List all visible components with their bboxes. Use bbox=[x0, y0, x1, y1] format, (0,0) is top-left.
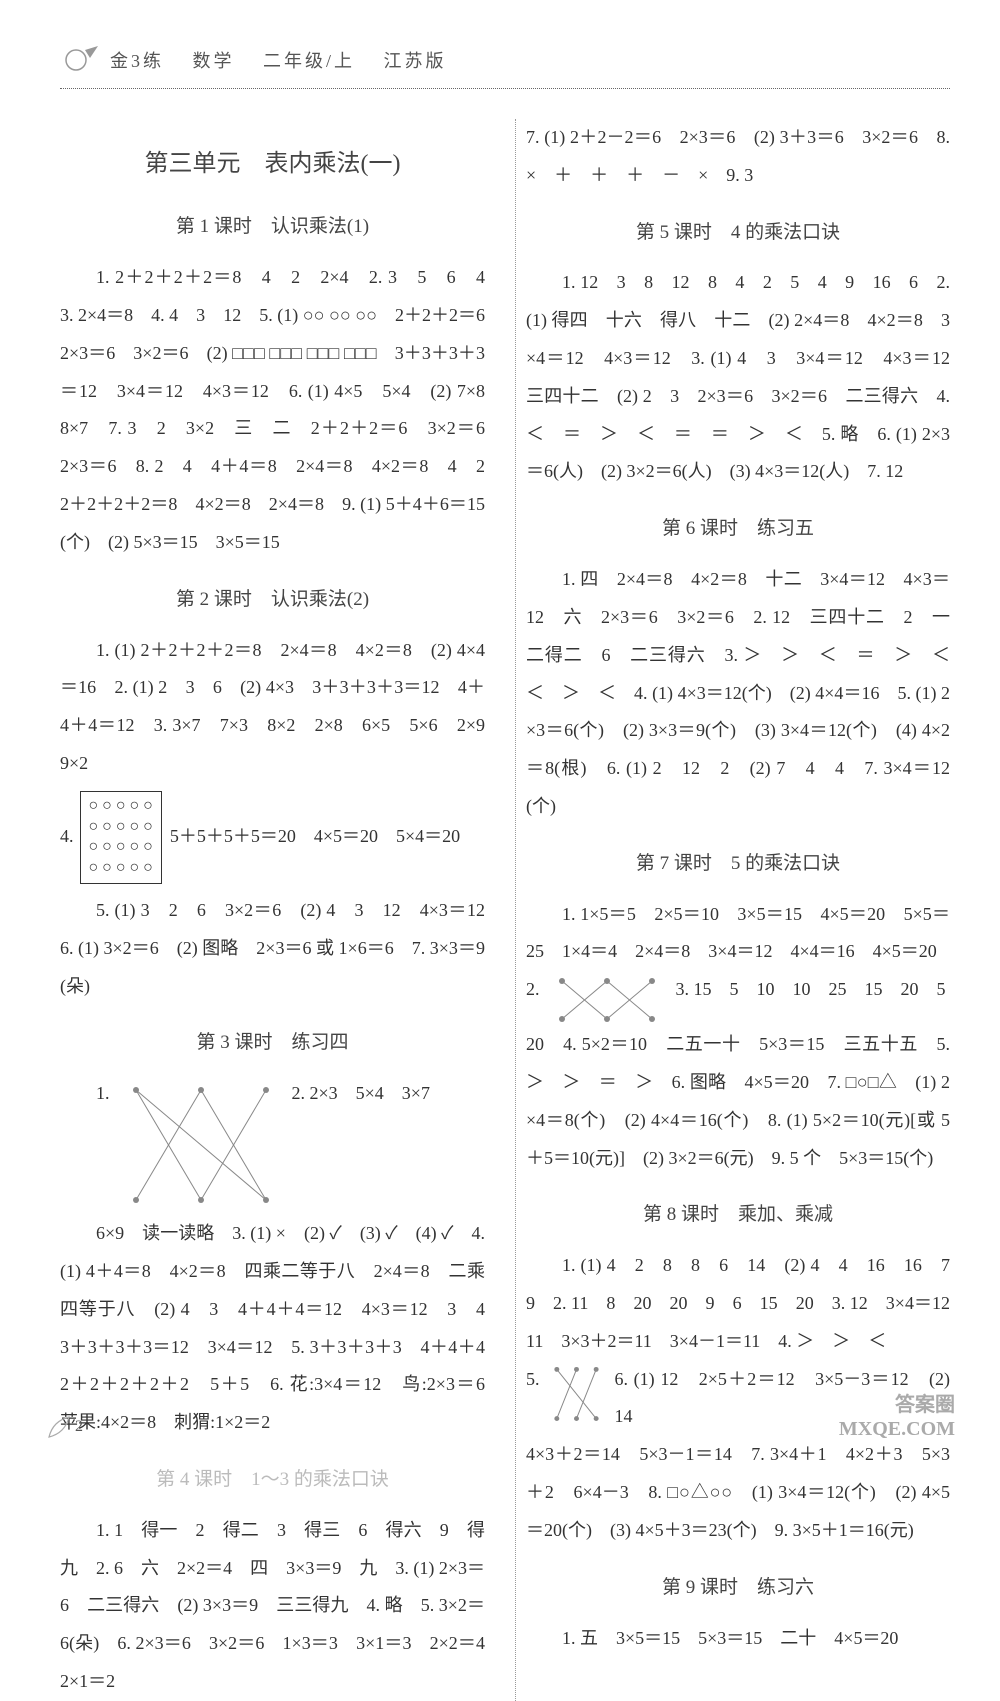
lesson2-pre: 1. (1) 2＋2＋2＋2＝8 2×4＝8 4×2＝8 (2) 4×4＝16 … bbox=[60, 632, 485, 783]
q4-label: 4. bbox=[60, 818, 74, 856]
header-logo-icon bbox=[60, 40, 100, 80]
lesson3-title: 第 3 课时 练习四 bbox=[60, 1023, 485, 1063]
lesson8-post: 4×3＋2＝14 5×3－1＝14 7. 3×4＋1 4×2＋3 5×3＋2 6… bbox=[526, 1436, 950, 1549]
leaf-icon bbox=[45, 1413, 73, 1441]
header-series: 金3练 bbox=[110, 51, 164, 71]
watermark: 答案圈 MXQE.COM bbox=[839, 1393, 955, 1441]
lesson2-post: 5. (1) 3 2 6 3×2＝6 (2) 4 3 12 4×3＝12 6. … bbox=[60, 892, 485, 1005]
unit-title: 第三单元 表内乘法(一) bbox=[60, 139, 485, 189]
lesson6-body: 1. 四 2×4＝8 4×2＝8 十二 3×4＝12 4×3＝12 六 2×3＝… bbox=[526, 561, 950, 826]
right-cont: 7. (1) 2＋2－2＝6 2×3＝6 (2) 3＋3＝6 3×2＝6 8. … bbox=[526, 119, 950, 195]
header-subject: 数学 bbox=[193, 51, 235, 71]
header-edition: 江苏版 bbox=[384, 51, 447, 71]
cross-match2-icon bbox=[547, 1361, 606, 1426]
lesson1-title: 第 1 课时 认识乘法(1) bbox=[60, 207, 485, 247]
lesson4-body: 1. 1 得一 2 得二 3 得三 6 得六 9 得九 2. 6 六 2×2＝4… bbox=[60, 1512, 485, 1701]
page-number: 2 bbox=[75, 1418, 83, 1436]
circles-grid-icon: ○ ○ ○ ○ ○○ ○ ○ ○ ○○ ○ ○ ○ ○○ ○ ○ ○ ○ bbox=[80, 791, 162, 884]
lesson5-title: 第 5 课时 4 的乘法口诀 bbox=[526, 213, 950, 253]
lesson2-title: 第 2 课时 认识乘法(2) bbox=[60, 580, 485, 620]
lesson7-q3-label: 3. 15 5 10 10 25 15 20 5 bbox=[675, 971, 945, 1009]
lesson7-q2-label: 2. bbox=[526, 971, 540, 1009]
lesson3-q1-label: 1. bbox=[60, 1075, 110, 1113]
lesson8-pre: 1. (1) 4 2 8 8 6 14 (2) 4 4 16 16 7 9 2.… bbox=[526, 1247, 950, 1360]
lesson7-title: 第 7 课时 5 的乘法口诀 bbox=[526, 844, 950, 884]
lesson8-title: 第 8 课时 乘加、乘减 bbox=[526, 1195, 950, 1235]
page-header: 金3练 数学 二年级/上 江苏版 bbox=[60, 40, 950, 89]
lesson9-body: 1. 五 3×5＝15 5×3＝15 二十 4×5＝20 bbox=[526, 1620, 950, 1658]
lesson8-q5-label: 5. bbox=[526, 1361, 540, 1399]
watermark-top: 答案圈 bbox=[839, 1393, 955, 1417]
cross-match-icon bbox=[547, 971, 667, 1026]
lesson7-post: 20 4. 5×2＝10 二五一十 5×3＝15 三五十五 5. ＞ ＞ ＝ ＞… bbox=[526, 1026, 950, 1177]
lesson7-q2-row: 2. 3. 15 5 10 10 25 15 20 5 bbox=[526, 971, 950, 1026]
lesson7-pre: 1. 1×5＝5 2×5＝10 3×5＝15 4×5＝20 5×5＝25 1×4… bbox=[526, 896, 950, 972]
lesson2-q4: 4. ○ ○ ○ ○ ○○ ○ ○ ○ ○○ ○ ○ ○ ○○ ○ ○ ○ ○ … bbox=[60, 791, 485, 884]
lesson1-body: 1. 2＋2＋2＋2＝8 4 2 2×4 2. 3 5 6 4 3. 2×4＝8… bbox=[60, 259, 485, 561]
lesson3-post: 6×9 读一读略 3. (1) × (2) ✓ (3) ✓ (4) ✓ 4. (… bbox=[60, 1215, 485, 1442]
page-body: 第三单元 表内乘法(一) 第 1 课时 认识乘法(1) 1. 2＋2＋2＋2＝8… bbox=[60, 119, 950, 1701]
matching-diagram-icon bbox=[116, 1075, 286, 1215]
lesson4-title: 第 4 课时 1～3 的乘法口诀 bbox=[60, 1460, 485, 1500]
lesson3-q2-label: 2. 2×3 5×4 3×7 bbox=[292, 1075, 430, 1113]
q4-right: 5＋5＋5＋5＝20 4×5＝20 5×4＝20 bbox=[170, 818, 460, 856]
right-column: 7. (1) 2＋2－2＝6 2×3＝6 (2) 3＋3＝6 3×2＝6 8. … bbox=[515, 119, 950, 1701]
left-column: 第三单元 表内乘法(一) 第 1 课时 认识乘法(1) 1. 2＋2＋2＋2＝8… bbox=[60, 119, 495, 1701]
lesson5-body: 1. 12 3 8 12 8 4 2 5 4 9 16 6 2. (1) 得四 … bbox=[526, 264, 950, 491]
header-grade: 二年级/上 bbox=[263, 51, 355, 71]
lesson3-q1-row: 1. 2. 2×3 5×4 3×7 bbox=[60, 1075, 485, 1215]
watermark-bottom: MXQE.COM bbox=[839, 1417, 955, 1441]
lesson6-title: 第 6 课时 练习五 bbox=[526, 509, 950, 549]
lesson9-title: 第 9 课时 练习六 bbox=[526, 1568, 950, 1608]
header-text: 金3练 数学 二年级/上 江苏版 bbox=[110, 47, 447, 73]
